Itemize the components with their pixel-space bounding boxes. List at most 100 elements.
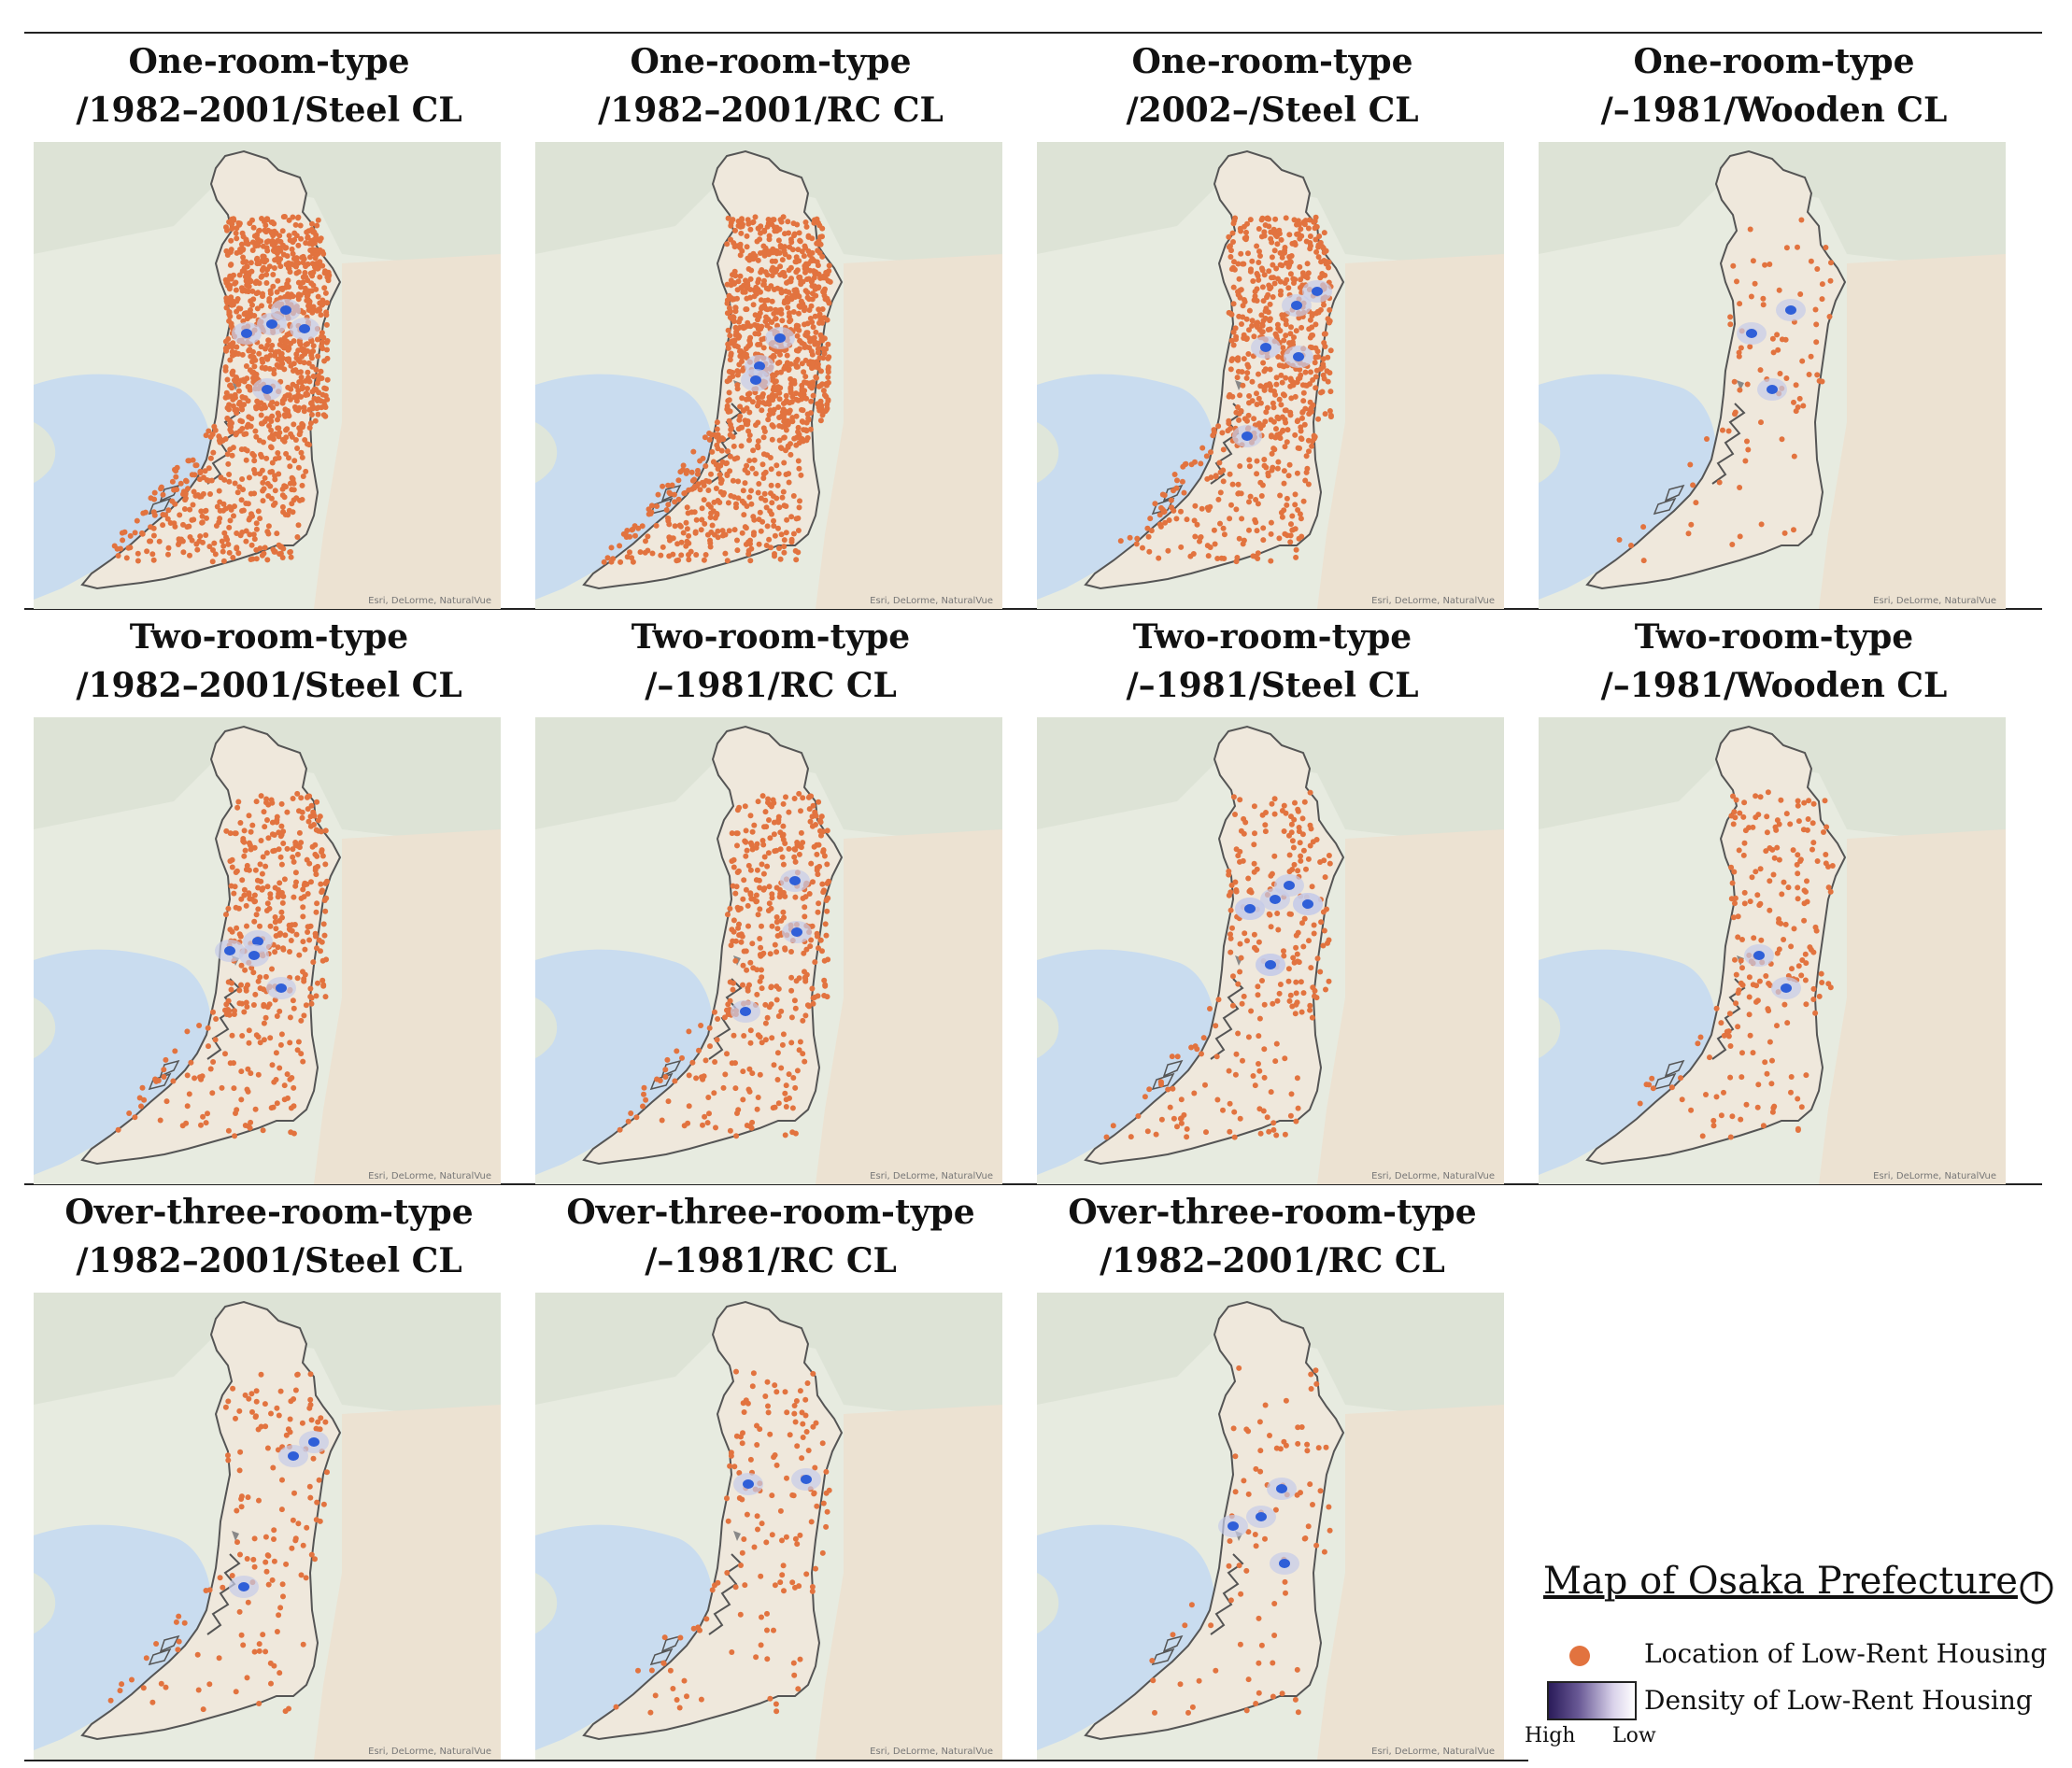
housing-dot xyxy=(800,407,806,414)
housing-dot xyxy=(680,530,687,536)
housing-dot xyxy=(754,1442,760,1448)
housing-dot xyxy=(640,1103,646,1110)
housing-dot xyxy=(156,538,163,545)
housing-dot xyxy=(1282,392,1287,399)
housing-dot xyxy=(296,379,303,385)
housing-dot xyxy=(801,253,807,260)
housing-dot xyxy=(751,822,758,828)
housing-dot xyxy=(263,1559,269,1565)
housing-dot xyxy=(1321,375,1327,382)
housing-dot xyxy=(749,1070,756,1077)
housing-dot xyxy=(1277,291,1284,298)
housing-dot xyxy=(759,923,764,929)
housing-dot xyxy=(1779,891,1785,898)
housing-dot xyxy=(262,418,268,425)
housing-dot xyxy=(289,501,295,507)
map-credit: Esri, DeLorme, NaturalVue xyxy=(1873,596,1996,606)
housing-dot xyxy=(1327,1527,1333,1534)
housing-dot xyxy=(688,469,695,475)
housing-dot xyxy=(1241,335,1247,341)
housing-dot xyxy=(1321,302,1327,308)
housing-dot xyxy=(1305,225,1312,232)
housing-dot xyxy=(321,270,328,276)
housing-dot xyxy=(1783,245,1790,251)
housing-dot xyxy=(1227,1128,1233,1135)
housing-dot xyxy=(725,448,731,455)
housing-dot xyxy=(793,557,800,563)
housing-dot xyxy=(736,1470,743,1476)
housing-dot xyxy=(203,532,209,538)
housing-dot xyxy=(305,386,310,391)
housing-dot xyxy=(1321,1549,1327,1555)
housing-dot xyxy=(269,1577,276,1583)
housing-dot xyxy=(192,1075,198,1082)
housing-dot xyxy=(753,877,759,884)
housing-dot xyxy=(278,1031,285,1038)
housing-dot xyxy=(665,1098,672,1105)
housing-dot xyxy=(307,1402,314,1408)
housing-dot xyxy=(725,1518,731,1524)
housing-dot xyxy=(1747,226,1753,233)
housing-dot xyxy=(713,1124,718,1131)
housing-dot xyxy=(739,530,745,536)
housing-dot xyxy=(210,1059,217,1065)
housing-dot xyxy=(1801,799,1808,806)
housing-dot xyxy=(247,842,253,848)
housing-dot xyxy=(161,1067,167,1073)
housing-dot xyxy=(255,978,262,984)
housing-dot xyxy=(270,283,277,290)
housing-dot xyxy=(1296,231,1301,237)
housing-dot xyxy=(268,797,275,803)
housing-dot xyxy=(693,516,700,523)
housing-dot xyxy=(792,894,799,900)
housing-dot xyxy=(731,527,738,533)
housing-dot xyxy=(277,430,283,436)
housing-dot xyxy=(301,408,307,415)
housing-dot xyxy=(1282,1578,1288,1585)
housing-dot xyxy=(773,1462,780,1468)
housing-dot xyxy=(1165,1086,1171,1093)
housing-dot xyxy=(802,974,808,981)
housing-dot xyxy=(765,217,772,222)
housing-dot xyxy=(1261,1046,1268,1053)
housing-dot xyxy=(784,1475,789,1481)
housing-dot xyxy=(791,1403,798,1408)
housing-dot xyxy=(763,285,770,291)
housing-dot xyxy=(254,877,261,884)
housing-dot xyxy=(1293,328,1299,334)
housing-dot xyxy=(744,295,750,302)
housing-dot xyxy=(242,288,248,293)
housing-dot xyxy=(310,229,317,235)
housing-dot xyxy=(1275,354,1282,360)
housing-dot xyxy=(732,957,739,964)
housing-dot xyxy=(238,982,244,988)
housing-dot xyxy=(1797,291,1804,297)
housing-dot xyxy=(1795,1127,1801,1133)
housing-dot xyxy=(224,451,231,458)
housing-dot xyxy=(319,346,326,352)
housing-dot xyxy=(1304,1441,1311,1448)
housing-dot xyxy=(292,870,299,876)
housing-dot xyxy=(672,499,678,505)
map-credit: Esri, DeLorme, NaturalVue xyxy=(870,1747,993,1757)
housing-dot xyxy=(1261,229,1268,235)
housing-dot xyxy=(272,914,278,920)
housing-dot xyxy=(1288,829,1295,836)
map-panel: One-room-type/1982–2001/Steel CL Esri, De… xyxy=(19,37,519,609)
housing-dot xyxy=(257,1040,263,1046)
housing-dot xyxy=(1142,1094,1148,1100)
housing-dot xyxy=(307,1371,314,1378)
housing-dot xyxy=(747,276,754,282)
density-hotspot xyxy=(1270,895,1281,904)
housing-dot xyxy=(735,1107,742,1113)
housing-dot xyxy=(1812,306,1819,313)
housing-dot xyxy=(823,1468,830,1475)
housing-dot xyxy=(743,1397,749,1404)
housing-dot xyxy=(747,867,754,873)
housing-dot xyxy=(269,460,276,466)
housing-dot xyxy=(1262,822,1269,828)
housing-dot xyxy=(1313,367,1320,374)
housing-dot xyxy=(815,871,821,878)
housing-dot xyxy=(206,465,212,472)
housing-dot xyxy=(1795,884,1801,891)
